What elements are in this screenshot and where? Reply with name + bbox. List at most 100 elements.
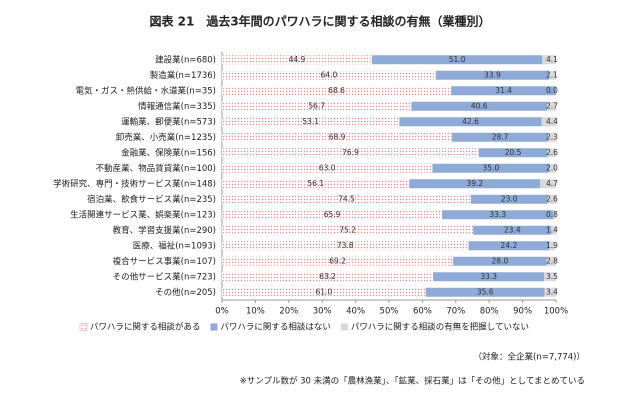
bar-segment [473, 225, 552, 235]
bar-segment [546, 256, 556, 266]
value-label: 68.6 [328, 86, 345, 95]
y-tick-label: 医療、福祉(n=1093) [133, 240, 216, 251]
value-label: 2.3 [546, 132, 558, 141]
x-tick-label: 20% [279, 307, 298, 317]
bar-segment [222, 86, 452, 96]
bar-segment [222, 225, 474, 235]
bar-segment [541, 117, 557, 127]
bar-segment [222, 163, 433, 173]
value-label: 1.9 [546, 241, 558, 250]
note: ※サンプル数が 30 未満の「農林漁業」、「鉱業、採石業」は「その他」としてまと… [240, 376, 585, 387]
bar-segment [549, 241, 556, 251]
value-label: 74.5 [338, 194, 355, 203]
bar-segment [409, 179, 541, 189]
value-label: 23.4 [504, 225, 521, 234]
value-label: 73.8 [337, 241, 354, 250]
value-label: 56.1 [307, 179, 324, 188]
x-tick-label: 10% [246, 307, 265, 317]
value-label: 3.5 [546, 272, 558, 281]
bar-segment [547, 132, 556, 142]
value-label: 33.3 [480, 272, 497, 281]
bar-segment [222, 210, 443, 220]
value-label: 76.9 [342, 148, 359, 157]
bar-segment [468, 241, 550, 251]
bar-segment [551, 225, 556, 235]
y-tick-label: 不動産業、物品賃貸業(n=100) [96, 163, 216, 174]
chart-title: 図表 21 過去3年間のパワハラに関する相談の有無（業種別） [149, 14, 490, 29]
bar-segment [442, 210, 554, 220]
value-label: 24.2 [501, 241, 518, 250]
bar-segment [470, 194, 548, 204]
bar-segment [453, 256, 547, 266]
x-tick-label: 100% [544, 307, 568, 317]
x-tick-label: 80% [480, 307, 499, 317]
bar-segment [411, 101, 547, 111]
value-label: 33.9 [484, 70, 501, 79]
bar-segment [452, 132, 548, 142]
bar-segment [451, 86, 556, 96]
value-label: 35.6 [477, 287, 494, 296]
bar-segment [432, 163, 550, 173]
y-tick-label: 製造業(n=1736) [150, 70, 216, 81]
y-tick-label: その他サービス業(n=723) [113, 271, 216, 282]
x-tick-label: 40% [346, 307, 365, 317]
value-label: 65.9 [324, 210, 341, 219]
value-label: 2.6 [546, 194, 558, 203]
value-label: 63.2 [319, 272, 336, 281]
y-tick-label: 建設業(n=680) [155, 54, 216, 65]
value-label: 2.7 [546, 101, 558, 110]
bar-segment [222, 117, 400, 127]
value-label: 2.1 [546, 70, 558, 79]
value-label: 63.0 [319, 163, 336, 172]
y-tick-label: 運輸業、郵便業(n=573) [121, 116, 216, 127]
value-label: 2.8 [546, 256, 558, 265]
bar-segment [222, 287, 426, 297]
x-tick-label: 0% [215, 307, 229, 317]
bar-segment [553, 210, 556, 220]
x-tick-label: 90% [513, 307, 532, 317]
value-label: 4.7 [546, 179, 558, 188]
bar-segment [222, 148, 479, 158]
y-tick-label: 卸売業、小売業(n=1235) [116, 132, 216, 143]
bar-segment [549, 163, 556, 173]
y-tick-label: 生活関連サービス業、娯楽業(n=123) [70, 209, 216, 220]
legend-swatch [210, 323, 218, 331]
value-label: 35.0 [483, 163, 500, 172]
bar-segment [371, 55, 543, 65]
value-label: 31.4 [495, 86, 512, 95]
value-label: 33.3 [489, 210, 506, 219]
value-label: 51.0 [449, 55, 466, 64]
value-label: 2.6 [546, 148, 558, 157]
value-label: 4.1 [546, 55, 558, 64]
y-tick-label: 情報通信業(n=335) [138, 101, 216, 112]
value-label: 20.5 [505, 148, 522, 157]
bar-segment [222, 194, 471, 204]
bar-segment [547, 194, 557, 204]
bar-segment [542, 55, 556, 65]
y-tick-label: 複合サービス事業(n=107) [113, 256, 216, 267]
legend-swatch [340, 323, 348, 331]
bar-segment [222, 272, 434, 282]
y-tick-label: 電気・ガス・熱供給・水道業(n=35) [76, 85, 216, 96]
bar-segment [425, 287, 545, 297]
bar-segment [548, 70, 556, 80]
bar-segment [478, 148, 548, 158]
x-tick-label: 50% [380, 307, 399, 317]
x-tick-label: 60% [413, 307, 432, 317]
value-label: 42.6 [462, 117, 479, 126]
bar-segment [222, 256, 454, 266]
bar-segment [547, 148, 556, 158]
bar-segment [222, 179, 410, 189]
value-label: 40.6 [471, 101, 488, 110]
y-tick-label: 宿泊業、飲食サービス業(n=235) [87, 194, 216, 205]
value-label: 1.4 [546, 225, 558, 234]
value-label: 68.9 [329, 132, 346, 141]
y-tick-label: その他(n=205) [155, 287, 216, 298]
bar-segment [540, 179, 556, 189]
value-label: 56.7 [308, 101, 325, 110]
value-label: 75.2 [339, 225, 356, 234]
note: （対象：全企業(n=7,774)） [474, 352, 585, 363]
value-label: 28.0 [492, 256, 509, 265]
value-label: 2.0 [546, 163, 558, 172]
